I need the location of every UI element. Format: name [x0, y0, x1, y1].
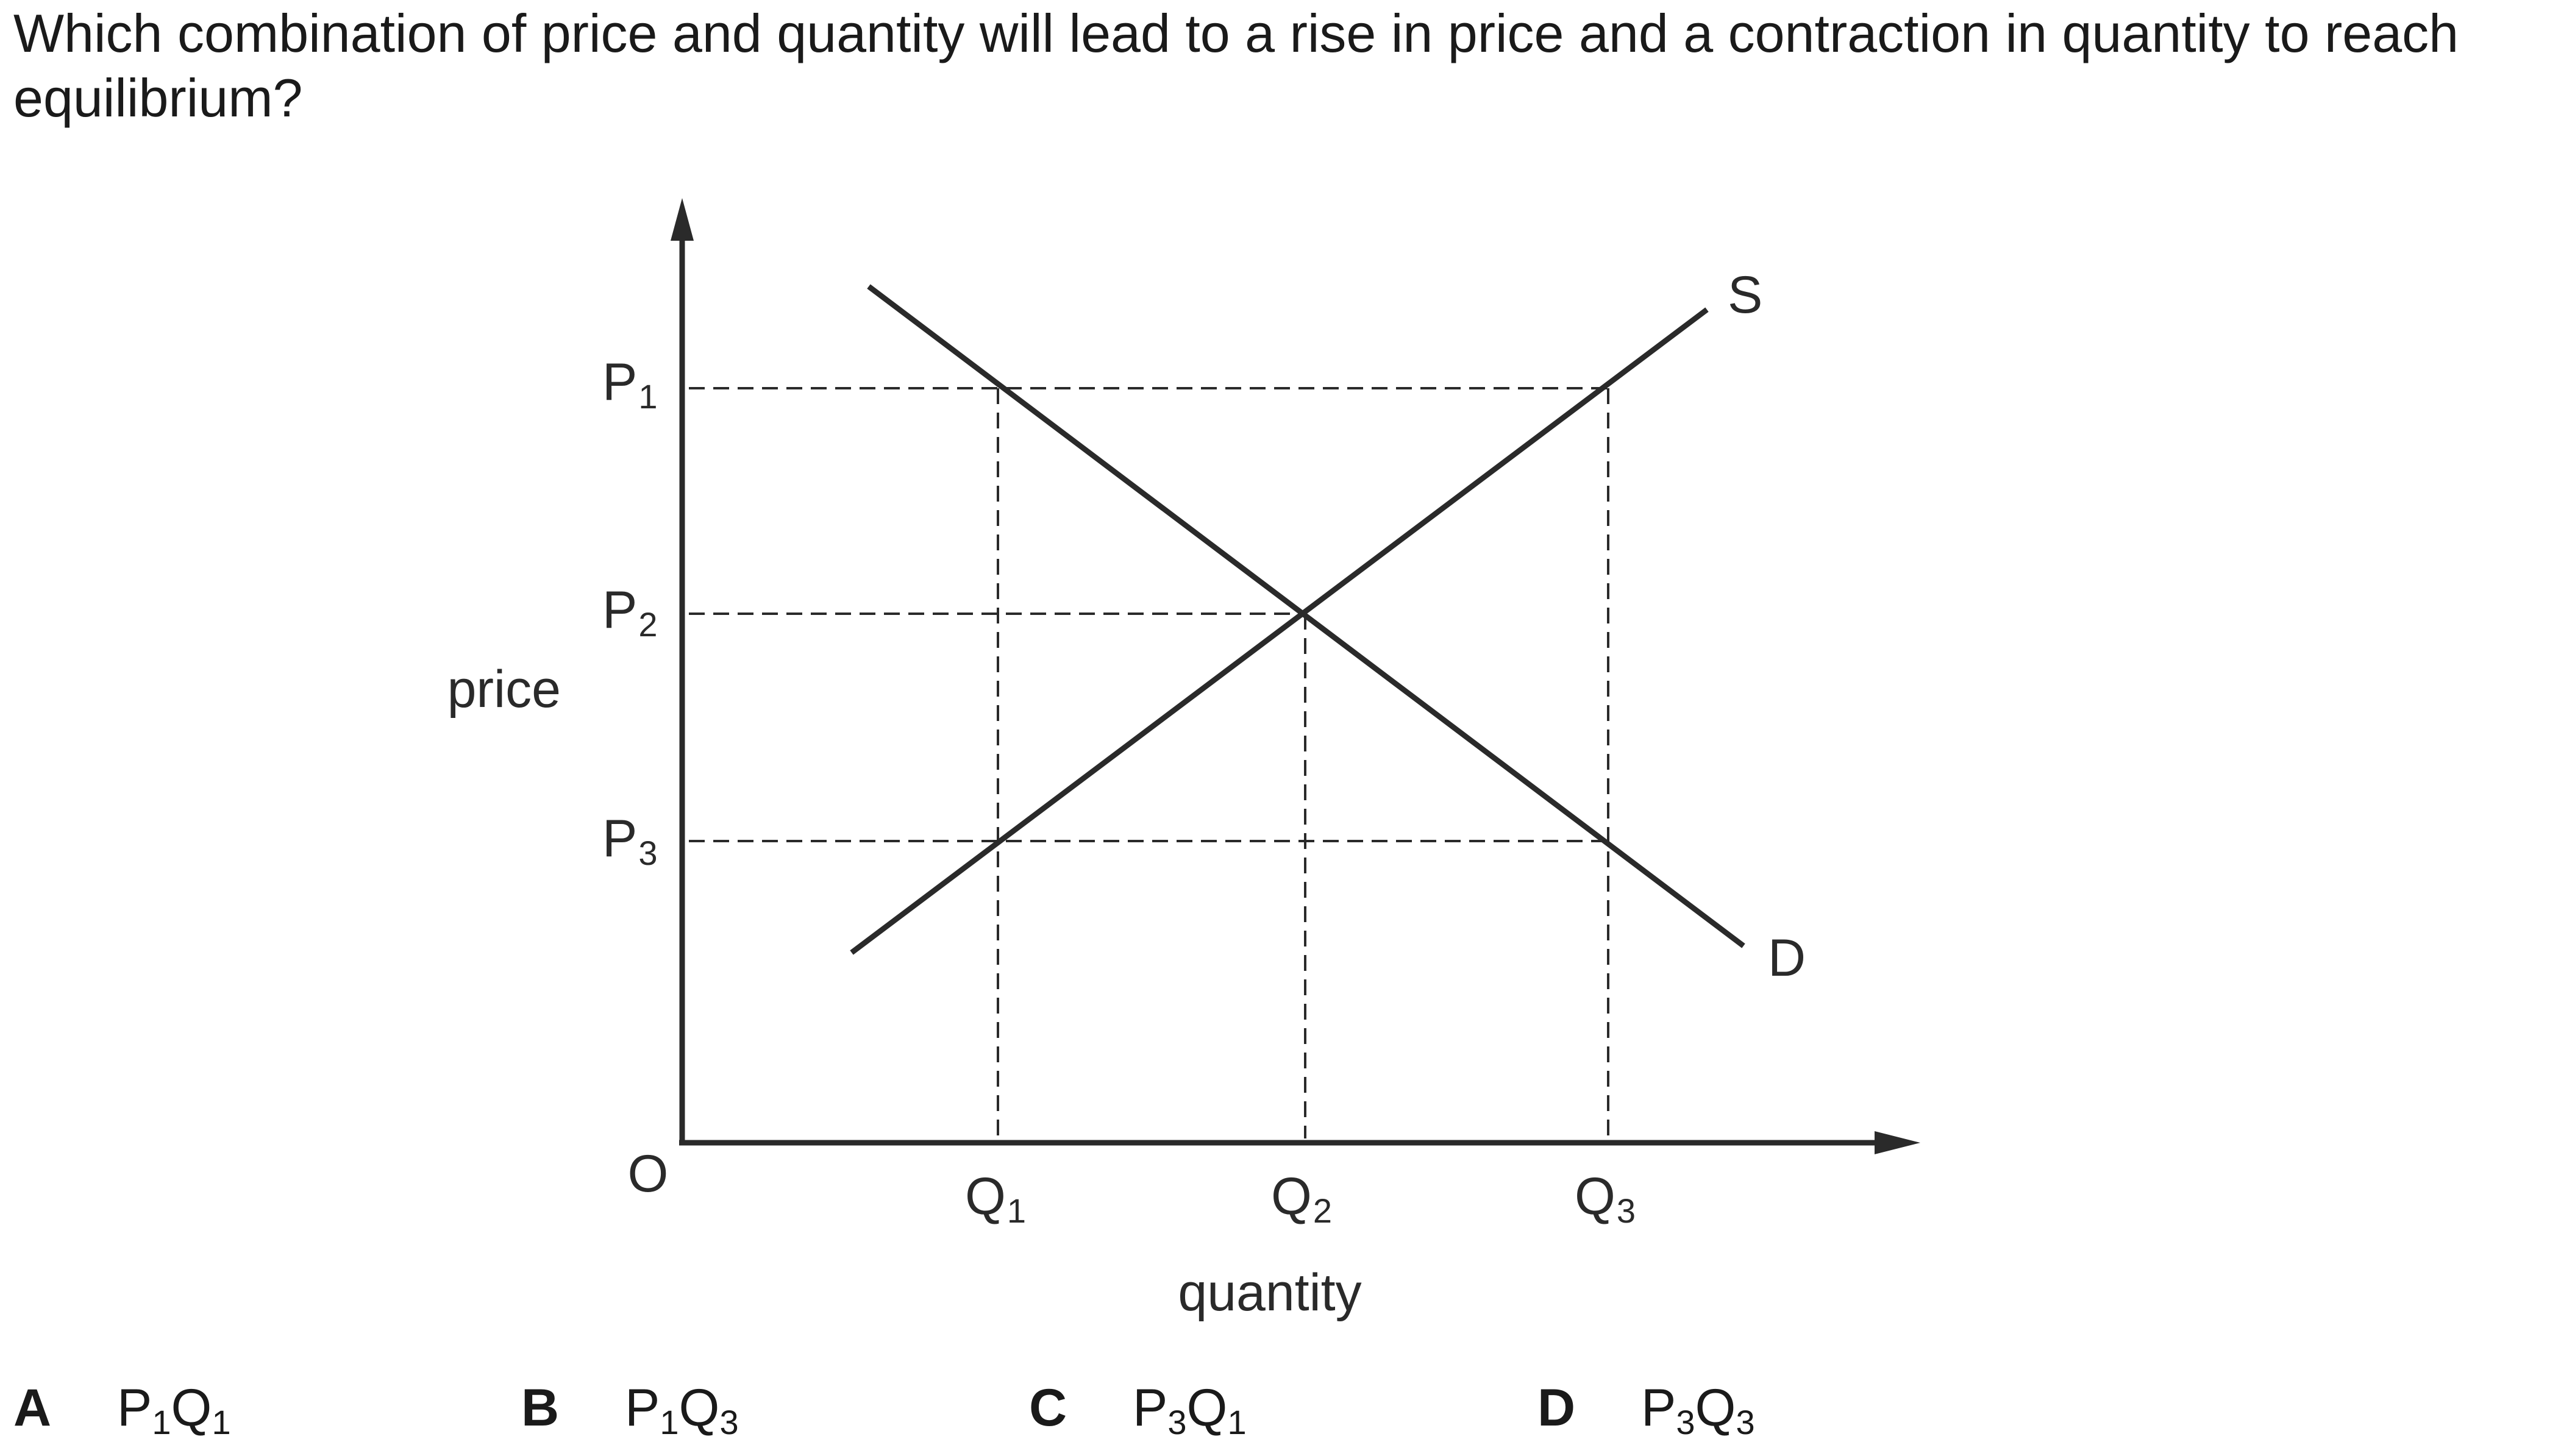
option-letter: A: [13, 1379, 52, 1437]
option-text: P3Q3: [1641, 1379, 1755, 1441]
option-a[interactable]: A P1Q1: [13, 1374, 231, 1441]
demand-curve-label: D: [1768, 929, 1806, 987]
option-text: P3Q1: [1133, 1379, 1247, 1441]
answer-options: A P1Q1 B P1Q3 C P3Q1 D P3Q3: [0, 1374, 2561, 1447]
quantity-tick-q1: Q1: [965, 1167, 1026, 1230]
option-b[interactable]: B P1Q3: [521, 1374, 739, 1441]
x-axis-arrowhead: [1875, 1131, 1920, 1154]
supply-curve: [850, 307, 1709, 955]
quantity-tick-q3: Q3: [1575, 1167, 1636, 1230]
y-axis-label: price: [447, 660, 561, 719]
x-axis-label: quantity: [1178, 1263, 1361, 1322]
supply-curve-label: S: [1728, 266, 1762, 324]
question-text: Which combination of price and quantity …: [13, 3, 2459, 128]
option-d[interactable]: D P3Q3: [1537, 1374, 1755, 1441]
option-c[interactable]: C P3Q1: [1029, 1374, 1247, 1441]
option-letter: B: [521, 1379, 560, 1437]
price-tick-p1: P1: [602, 353, 658, 416]
origin-label: O: [628, 1145, 669, 1203]
demand-curve: [867, 284, 1745, 948]
option-text: P1Q1: [117, 1379, 231, 1441]
price-tick-p3: P3: [602, 809, 658, 872]
option-letter: D: [1537, 1379, 1576, 1437]
option-text: P1Q3: [625, 1379, 739, 1441]
y-axis-arrowhead: [671, 198, 694, 241]
price-tick-p2: P2: [602, 581, 658, 644]
quantity-tick-q2: Q2: [1271, 1167, 1332, 1230]
option-letter: C: [1029, 1379, 1067, 1437]
